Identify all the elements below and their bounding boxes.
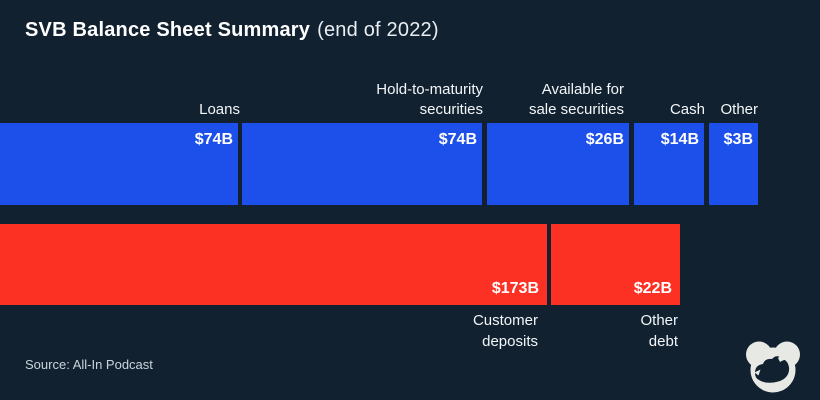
asset-label-other: Other (720, 101, 758, 118)
asset-bar-available-for-sale: $26B (487, 123, 629, 205)
asset-bar-hold-to-maturity: $74B (242, 123, 482, 205)
asset-value-cash: $14B (660, 131, 699, 148)
asset-label-available-for-sale: Available for sale securities (528, 81, 624, 118)
circular-bird-nest-logo-icon (746, 341, 800, 393)
asset-value-available-for-sale: $26B (585, 131, 624, 148)
asset-value-other: $3B (723, 131, 753, 148)
asset-bar-cash: $14B (634, 123, 704, 205)
liability-value-customer-deposits: $173B (491, 280, 539, 297)
liability-bar-customer-deposits: $173B (0, 224, 547, 305)
asset-value-hold-to-maturity: $74B (438, 131, 477, 148)
asset-value-loans: $74B (194, 131, 233, 148)
liability-bar-other-debt: $22B (551, 224, 680, 305)
asset-label-cash: Cash (669, 101, 705, 118)
asset-bar-other: $3B (709, 123, 758, 205)
asset-label-loans: Loans (199, 101, 240, 118)
source-credit: Source: All-In Podcast (25, 357, 153, 372)
asset-bar-loans: $74B (0, 123, 238, 205)
page-title: SVB Balance Sheet Summary (end of 2022) (25, 19, 439, 42)
chart-title-suffix: (end of 2022) (317, 19, 439, 41)
asset-label-hold-to-maturity: Hold-to-maturity securities (376, 81, 483, 118)
liability-label-other-debt: Other debt (640, 312, 678, 350)
chart-title-main: SVB Balance Sheet Summary (25, 19, 311, 41)
liability-value-other-debt: $22B (633, 280, 672, 297)
liability-label-customer-deposits: Customer deposits (472, 312, 538, 350)
